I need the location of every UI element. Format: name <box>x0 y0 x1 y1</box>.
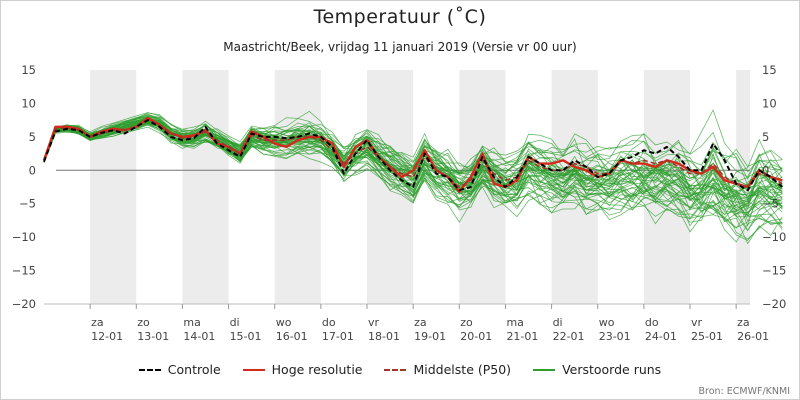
y-axis-right: 15 10 5 0 −5 −10 −15 −20 <box>762 63 786 311</box>
legend-swatch-controle <box>138 368 161 371</box>
legend-label-verstoorde: Verstoorde runs <box>562 362 662 377</box>
legend-item-verstoorde: Verstoorde runs <box>533 362 661 377</box>
legend-label-middelste: Middelste (P50) <box>413 362 512 377</box>
y-tick-right-3: 0 <box>762 163 769 177</box>
y-tick-right-1: 10 <box>762 96 777 110</box>
y-tick-left-0: 15 <box>21 63 36 77</box>
x-tick-weekday-9: ma <box>506 316 523 329</box>
legend: Controle Hoge resolutie Middelste (P50) … <box>0 362 800 377</box>
chart-subtitle: Maastricht/Beek, vrijdag 11 januari 2019… <box>223 40 577 54</box>
y-tick-right-4: −5 <box>762 197 779 211</box>
y-tick-left-1: 10 <box>21 96 36 110</box>
y-tick-right-7: −20 <box>762 297 786 311</box>
x-tick-weekday-2: ma <box>183 316 200 329</box>
x-tick-date-9: 21-01 <box>506 330 538 343</box>
x-tick-weekday-3: di <box>230 316 240 329</box>
x-tick-date-0: 12-01 <box>91 330 123 343</box>
x-axis: za12-01zo13-01ma14-01di15-01wo16-01do17-… <box>89 304 769 343</box>
legend-label-controle: Controle <box>167 362 221 377</box>
series-controle <box>43 119 783 192</box>
legend-swatch-middelste <box>384 368 407 371</box>
x-tick-weekday-14: za <box>737 316 750 329</box>
ensemble-run-16 <box>43 122 783 216</box>
x-tick-date-12: 24-01 <box>645 330 677 343</box>
x-tick-weekday-8: zo <box>460 316 473 329</box>
y-tick-left-6: −15 <box>12 264 36 278</box>
x-tick-date-2: 14-01 <box>183 330 215 343</box>
x-tick-weekday-10: di <box>553 316 563 329</box>
x-tick-weekday-6: vr <box>368 316 380 329</box>
x-tick-weekday-7: za <box>414 316 427 329</box>
x-tick-weekday-0: za <box>91 316 104 329</box>
x-tick-weekday-5: do <box>322 316 336 329</box>
weekend-band-0 <box>90 70 137 304</box>
ensemble-run-44 <box>43 124 783 241</box>
legend-item-hoge-resolutie: Hoge resolutie <box>242 362 363 377</box>
chart-title: Temperatuur (˚C) <box>313 6 487 28</box>
x-tick-weekday-12: do <box>645 316 659 329</box>
x-tick-date-5: 17-01 <box>322 330 354 343</box>
source-credit: Bron: ECMWF/KNMI <box>698 386 791 397</box>
x-tick-date-7: 19-01 <box>414 330 446 343</box>
weekend-band-2 <box>274 70 321 304</box>
y-tick-left-4: −5 <box>19 197 36 211</box>
weekend-bands <box>90 70 750 304</box>
x-tick-date-11: 23-01 <box>599 330 631 343</box>
x-tick-date-6: 18-01 <box>368 330 400 343</box>
x-tick-date-4: 16-01 <box>276 330 308 343</box>
y-tick-left-3: 0 <box>29 163 36 177</box>
x-tick-weekday-13: vr <box>691 316 703 329</box>
ensemble-run-46 <box>43 112 783 186</box>
y-tick-left-5: −10 <box>12 230 36 244</box>
ensemble-run-47 <box>43 124 783 231</box>
x-tick-weekday-4: wo <box>276 316 292 329</box>
x-tick-date-13: 25-01 <box>691 330 723 343</box>
x-tick-date-14: 26-01 <box>737 330 769 343</box>
legend-swatch-hoge-resolutie <box>242 368 265 371</box>
legend-label-hoge-resolutie: Hoge resolutie <box>271 362 363 377</box>
y-tick-right-0: 15 <box>762 63 777 77</box>
x-tick-date-3: 15-01 <box>230 330 262 343</box>
ensemble-runs <box>43 109 783 245</box>
main-series <box>42 116 783 193</box>
weekend-band-1 <box>182 70 229 304</box>
weekend-band-3 <box>367 70 414 304</box>
x-tick-weekday-11: wo <box>599 316 615 329</box>
legend-swatch-verstoorde <box>533 368 556 371</box>
ensemble-run-36 <box>43 114 783 192</box>
y-axis-left: 15 10 5 0 −5 −10 −15 −20 <box>12 63 36 311</box>
x-tick-date-8: 20-01 <box>460 330 492 343</box>
legend-item-controle: Controle <box>138 362 221 377</box>
x-tick-date-10: 22-01 <box>553 330 585 343</box>
legend-item-middelste: Middelste (P50) <box>384 362 511 377</box>
y-tick-right-5: −10 <box>762 230 786 244</box>
series-middelste <box>43 119 783 188</box>
y-tick-right-2: 5 <box>762 130 769 144</box>
x-tick-weekday-1: zo <box>137 316 150 329</box>
y-tick-left-7: −20 <box>12 297 36 311</box>
x-tick-date-1: 13-01 <box>137 330 169 343</box>
y-tick-left-2: 5 <box>29 130 36 144</box>
y-tick-right-6: −15 <box>762 264 786 278</box>
